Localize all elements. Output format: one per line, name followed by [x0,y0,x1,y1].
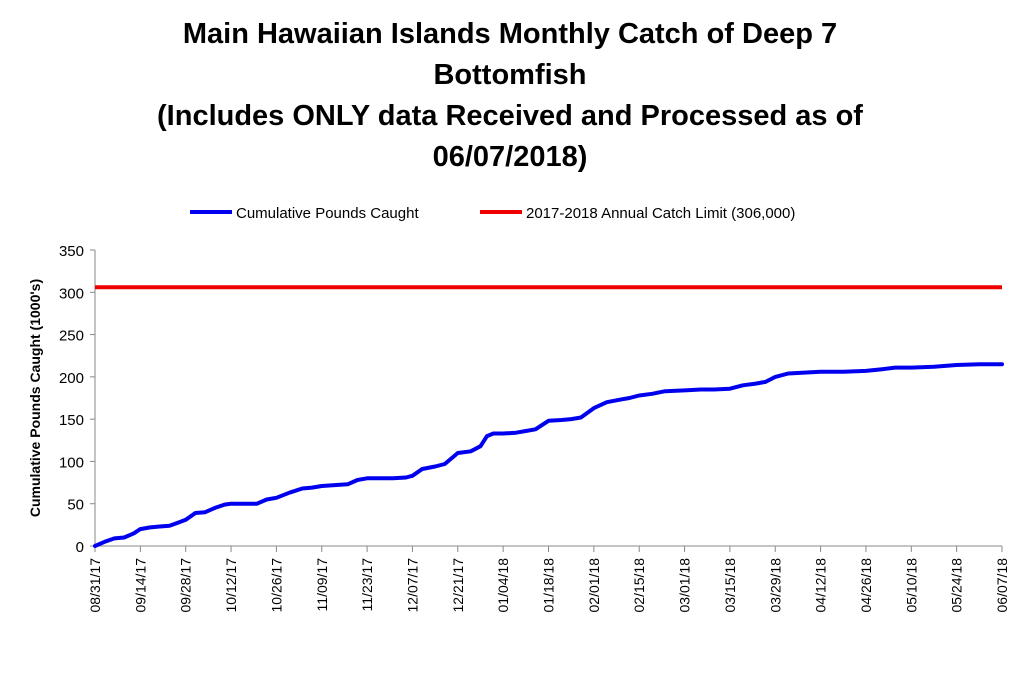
chart-title-line-1: Main Hawaiian Islands Monthly Catch of D… [182,18,838,50]
y-tick-label: 200 [59,370,84,387]
legend: Cumulative Pounds Caught 2017-2018 Annua… [190,205,795,222]
chart-title-line-2: Bottomfish [433,59,587,91]
chart-title-line-4: 06/07/2018) [432,141,588,173]
y-tick-label: 100 [59,454,84,471]
x-tick-label: 02/01/18 [586,558,602,613]
x-tick-label: 01/18/18 [541,558,557,613]
x-tick-label: 05/24/18 [949,558,965,613]
series-layer [93,285,1004,548]
x-ticks: 08/31/17 09/14/17 09/28/17 10/12/17 10/26/17… [87,546,1010,613]
x-tick-label: 11/23/17 [359,558,375,612]
y-axis-label: Cumulative Pounds Caught (1000's) [27,279,43,517]
x-tick-label: 03/29/18 [767,558,783,613]
x-tick-label: 11/09/17 [314,558,330,612]
y-tick-label: 250 [59,328,84,345]
axes [94,250,1002,547]
x-tick-label: 10/12/17 [223,558,239,613]
x-tick-label: 02/15/18 [631,558,647,613]
chart-title-line-3: (Includes ONLY data Received and Process… [157,100,863,132]
y-tick-label: 150 [59,412,84,429]
x-tick-label: 01/04/18 [495,558,511,613]
x-tick-label: 06/07/18 [994,558,1010,613]
y-tick-label: 0 [76,539,84,556]
x-tick-label: 03/01/18 [677,558,693,613]
x-tick-label: 09/14/17 [132,558,148,613]
x-tick-label: 12/21/17 [450,558,466,613]
y-tick-label: 350 [59,243,84,260]
x-tick-label: 04/26/18 [858,558,874,613]
x-tick-label: 05/10/18 [903,558,919,613]
x-tick-label: 09/28/17 [178,558,194,613]
chart-title: Main Hawaiian Islands Monthly Catch of D… [100,14,920,178]
x-tick-label: 03/15/18 [722,558,738,613]
x-tick-label: 10/26/17 [268,558,284,613]
y-tick-label: 300 [59,285,84,302]
legend-label-limit: 2017-2018 Annual Catch Limit (306,000) [526,205,795,222]
series-line-cumulative [93,362,1004,548]
y-tick-label: 50 [67,497,84,514]
legend-label-cumulative: Cumulative Pounds Caught [236,205,419,222]
x-tick-label: 12/07/17 [404,558,420,613]
x-tick-label: 08/31/17 [87,558,103,613]
y-ticks: 0 50 100 150 200 250 300 350 [59,243,95,556]
x-tick-label: 04/12/18 [813,558,829,613]
